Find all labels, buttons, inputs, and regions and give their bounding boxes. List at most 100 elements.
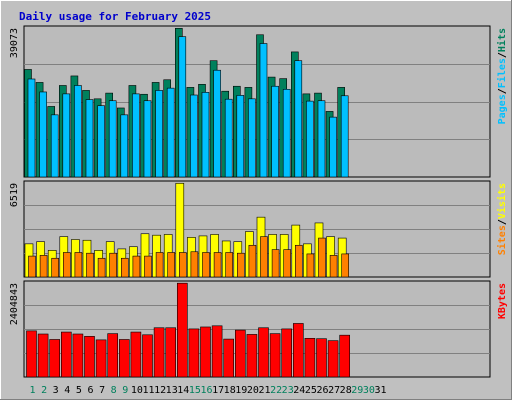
x-tick-label: 13 (166, 385, 178, 396)
legend-label: KBytes (497, 283, 508, 319)
files-bar (329, 116, 337, 178)
x-tick-label: 20 (247, 385, 259, 396)
sites-bar (86, 252, 94, 278)
files-bar (190, 94, 198, 178)
sites-bar (294, 244, 303, 278)
x-tick-label: 6 (87, 385, 93, 396)
files-bar (27, 78, 36, 178)
kbytes-bar (200, 326, 211, 378)
sites-bar (132, 255, 141, 278)
files-bar (306, 100, 314, 178)
x-tick-label: 21 (258, 385, 270, 396)
kbytes-bar (107, 333, 118, 378)
legend-label: / (497, 88, 508, 94)
kbytes-bar (95, 339, 107, 378)
files-bar (248, 98, 256, 178)
legend-label: Files (496, 58, 508, 88)
files-bar (317, 100, 326, 178)
kbytes-bar (72, 333, 84, 378)
kbytes-bar (292, 323, 304, 378)
sites-bar (109, 252, 117, 278)
files-bar (108, 100, 117, 178)
x-tick-label: 12 (154, 385, 166, 396)
kbytes-bar (119, 339, 130, 378)
x-tick-label: 17 (212, 385, 224, 396)
x-tick-label: 14 (177, 385, 189, 396)
sites-bar (213, 252, 222, 278)
chart-marks (24, 27, 351, 378)
files-bar (294, 60, 303, 178)
x-tick-label: 16 (200, 385, 212, 396)
kbytes-bar (327, 340, 339, 378)
sites-bar (202, 252, 210, 278)
files-bar (178, 36, 187, 178)
files-bar (132, 93, 140, 178)
x-tick-label: 29 (351, 385, 363, 396)
kbytes-bar (26, 330, 37, 378)
kbytes-bar (258, 327, 269, 378)
sites-bar (144, 255, 152, 278)
sites-bar (306, 253, 315, 278)
kbytes-bar (269, 333, 281, 378)
sites-bar (179, 252, 187, 278)
x-tick-label: 26 (316, 385, 328, 396)
files-bar (39, 91, 47, 178)
visits-panel-ymax-label: 6519 (9, 183, 20, 207)
kbytes-bar (223, 338, 234, 378)
files-bar (340, 95, 349, 178)
kbytes-bar (60, 331, 72, 378)
files-bar (143, 100, 152, 178)
x-tick-label: 30 (363, 385, 375, 396)
sites-bar (74, 252, 83, 278)
files-bar (50, 114, 59, 178)
x-tick-label: 24 (293, 385, 305, 396)
sites-bar (271, 249, 280, 278)
kbytes-bar (84, 336, 95, 378)
kbytes-bar (142, 334, 153, 378)
kbytes-bar (130, 331, 142, 378)
files-bar (155, 90, 163, 178)
sites-bar (237, 252, 245, 278)
hits-panel-legend: Pages/Files/Hits (496, 28, 508, 124)
files-bar (166, 87, 175, 178)
sites-bar (190, 251, 199, 278)
kbytes-bar (316, 338, 327, 378)
x-tick-label: 15 (189, 385, 201, 396)
hits-panel-ymax-label: 39073 (9, 28, 20, 58)
kbytes-bar (165, 327, 176, 378)
sites-bar (51, 257, 60, 278)
x-tick-label: 2 (41, 385, 47, 396)
x-tick-label: 11 (142, 385, 154, 396)
sites-bar (167, 252, 175, 278)
files-bar (271, 85, 279, 178)
x-tick-label: 1 (29, 385, 35, 396)
x-tick-label: 4 (64, 385, 70, 396)
kbytes-bar (304, 338, 316, 378)
kbytes-bar (339, 334, 351, 378)
sites-bar (97, 257, 106, 278)
files-bar (85, 99, 94, 178)
files-bar (201, 92, 210, 178)
kbytes-bar (188, 328, 200, 378)
files-bar (97, 105, 105, 178)
files-bar (259, 43, 268, 178)
legend-label: / (497, 52, 508, 58)
x-tick-label: 27 (328, 385, 340, 396)
sites-bar (283, 249, 292, 278)
chart-title: Daily usage for February 2025 (19, 10, 211, 23)
files-bar (236, 95, 245, 178)
x-tick-label: 28 (340, 385, 352, 396)
chart-texts: 39073Pages/Files/Hits6519Sites/Visits240… (9, 28, 508, 396)
files-bar (213, 69, 221, 178)
sites-bar (248, 244, 257, 278)
legend-label: Sites (496, 225, 508, 255)
sites-bar (121, 257, 129, 278)
kbytes-bar (281, 328, 293, 378)
x-tick-label: 7 (99, 385, 105, 396)
kbytes-bar (37, 333, 49, 378)
x-tick-label: 3 (53, 385, 59, 396)
kbytes-panel-legend: KBytes (497, 283, 508, 319)
x-tick-label: 19 (235, 385, 247, 396)
x-tick-label: 31 (374, 385, 386, 396)
